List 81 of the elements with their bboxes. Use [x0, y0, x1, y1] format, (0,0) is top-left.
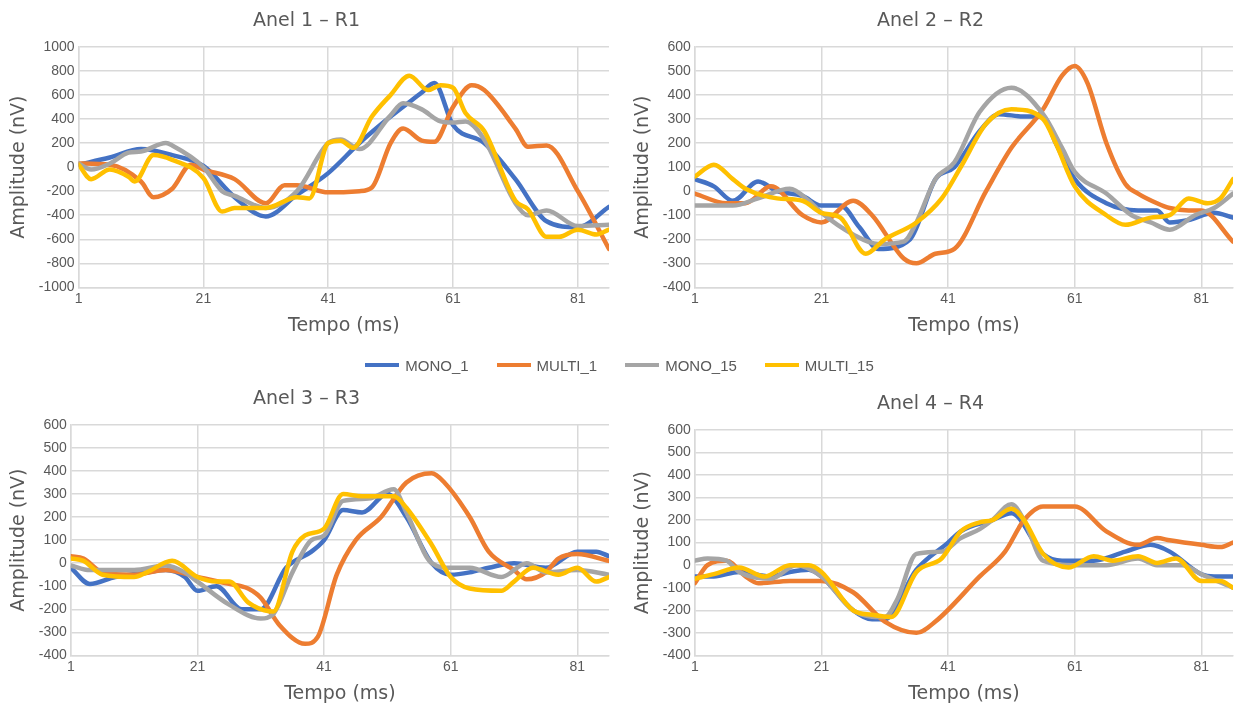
line-series — [694, 85, 1233, 247]
y-tick-label: -100 — [38, 577, 68, 594]
y-tick-label: -800 — [46, 254, 75, 271]
y-tick-label: 200 — [43, 507, 68, 524]
y-tick-label: 400 — [43, 461, 68, 478]
y-tick-label: 400 — [667, 465, 692, 482]
y-tick-label: 0 — [59, 554, 68, 571]
y-axis-title: Amplitude (nV) — [6, 95, 29, 239]
x-tick-label: 21 — [189, 657, 206, 674]
y-tick-label: -1000 — [38, 278, 75, 295]
y-tick-label: -200 — [38, 600, 68, 617]
x-tick-label: 1 — [74, 289, 83, 306]
y-tick-label: 800 — [51, 61, 75, 78]
x-axis-title: Tempo (ms) — [907, 680, 1020, 703]
y-tick-label: -200 — [662, 230, 692, 247]
y-tick-label: -400 — [662, 646, 692, 663]
y-tick-label: 1000 — [43, 37, 75, 54]
y-tick-label: 300 — [667, 109, 692, 126]
y-tick-label: 0 — [683, 556, 692, 573]
x-tick-label: 81 — [1193, 289, 1210, 306]
y-tick-label: 100 — [667, 157, 692, 174]
y-tick-label: 600 — [51, 85, 75, 102]
x-tick-label: 81 — [1193, 657, 1210, 674]
x-tick-label: 41 — [320, 289, 337, 306]
y-axis-title: Amplitude (nV) — [630, 470, 653, 615]
y-tick-label: 0 — [683, 182, 692, 199]
x-axis-title: Tempo (ms) — [283, 680, 396, 703]
y-tick-label: -100 — [662, 206, 692, 223]
y-axis-title: Amplitude (nV) — [630, 95, 653, 239]
x-tick-label: 41 — [316, 657, 333, 674]
y-tick-label: 100 — [667, 533, 692, 550]
x-tick-label: 81 — [569, 657, 586, 674]
x-tick-label: 61 — [1066, 657, 1083, 674]
x-tick-label: 61 — [445, 289, 461, 306]
y-tick-label: 500 — [667, 61, 692, 78]
x-tick-label: 41 — [940, 657, 957, 674]
y-tick-label: -200 — [46, 182, 75, 199]
legend-label: MONO_15 — [665, 356, 737, 374]
y-tick-label: 600 — [667, 37, 692, 54]
y-tick-label: -600 — [46, 230, 75, 247]
y-tick-label: 300 — [43, 484, 68, 501]
legend-label: MULTI_1 — [536, 356, 598, 374]
y-tick-label: 200 — [51, 133, 75, 150]
y-tick-label: -400 — [46, 206, 75, 223]
x-tick-label: 21 — [813, 289, 830, 306]
x-tick-label: 21 — [813, 657, 830, 674]
y-tick-label: 500 — [43, 438, 68, 455]
x-axis-title: Tempo (ms) — [287, 312, 400, 335]
y-tick-label: 500 — [667, 443, 692, 460]
chart-title: Anel 4 – R4 — [876, 391, 985, 414]
y-tick-label: 400 — [51, 109, 75, 126]
x-axis-title: Tempo (ms) — [907, 312, 1020, 335]
y-tick-label: 200 — [667, 133, 692, 150]
x-tick-label: 21 — [195, 289, 212, 306]
y-tick-label: 400 — [667, 85, 692, 102]
y-tick-label: -300 — [662, 254, 692, 271]
y-tick-label: 300 — [667, 488, 692, 505]
x-tick-label: 1 — [66, 657, 75, 674]
y-axis-title: Amplitude (nV) — [6, 468, 29, 612]
legend-label: MULTI_15 — [804, 356, 874, 374]
y-tick-label: -300 — [662, 623, 692, 640]
legend-label: MONO_1 — [405, 356, 469, 374]
y-tick-label: 600 — [667, 420, 692, 437]
x-tick-label: 61 — [442, 657, 459, 674]
chart-title: Anel 1 – R1 — [252, 8, 361, 31]
y-tick-label: 100 — [43, 530, 68, 547]
chart-title: Anel 2 – R2 — [876, 8, 985, 31]
y-tick-label: -200 — [662, 601, 692, 618]
x-tick-label: 61 — [1066, 289, 1083, 306]
y-tick-label: 0 — [66, 157, 75, 174]
x-tick-label: 41 — [940, 289, 957, 306]
x-tick-label: 81 — [570, 289, 586, 306]
y-tick-label: -400 — [38, 646, 68, 663]
y-tick-label: 600 — [43, 415, 68, 432]
y-tick-label: -100 — [662, 578, 692, 595]
x-tick-label: 1 — [690, 289, 699, 306]
chart-title: Anel 3 – R3 — [252, 386, 361, 409]
y-tick-label: 200 — [667, 510, 692, 527]
y-tick-label: -300 — [38, 623, 68, 640]
x-tick-label: 1 — [690, 657, 699, 674]
y-tick-label: -400 — [662, 278, 692, 295]
